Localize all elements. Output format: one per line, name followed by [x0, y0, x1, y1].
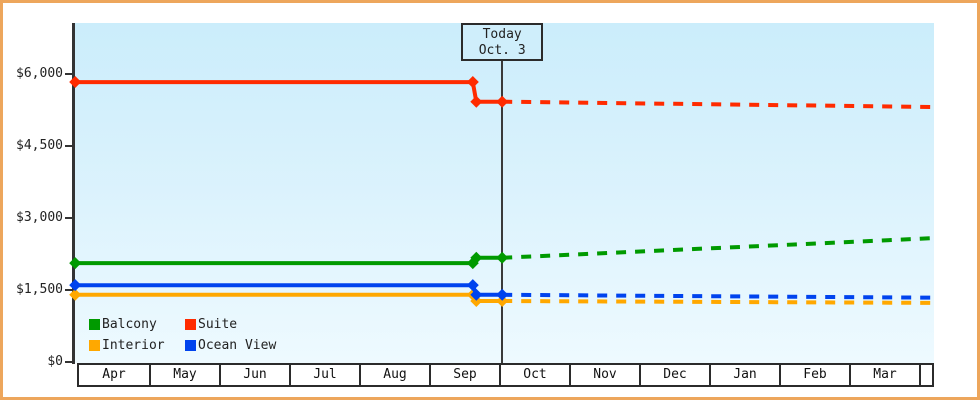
data-point-suite	[496, 95, 509, 108]
data-point-interior	[496, 295, 509, 308]
today-annotation-line1: Today	[482, 27, 522, 42]
month-cell-partial	[919, 365, 932, 385]
month-cell-dec: Dec	[639, 365, 709, 385]
legend-item-interior: Interior	[89, 338, 185, 353]
month-cell-sep: Sep	[429, 365, 499, 385]
y-tick-label: $3,000	[16, 209, 63, 225]
legend-swatch-interior	[89, 340, 100, 351]
today-annotation-box: Today Oct. 3	[461, 23, 544, 61]
today-line	[501, 60, 504, 363]
series-ocean-view	[69, 279, 935, 301]
legend: Balcony Suite Interior Ocean View	[89, 317, 276, 353]
data-point-interior	[470, 295, 483, 308]
legend-swatch-ocean-view	[185, 340, 196, 351]
legend-item-balcony: Balcony	[89, 317, 185, 332]
month-axis: Apr May Jun Jul Aug Sep Oct Nov Dec Jan Feb Mar	[77, 363, 934, 387]
month-cell-mar: Mar	[849, 365, 919, 385]
legend-label-suite: Suite	[198, 317, 238, 332]
legend-label-balcony: Balcony	[102, 317, 157, 332]
data-point-ocean-view	[496, 288, 509, 301]
data-point-balcony	[470, 251, 483, 264]
legend-label-interior: Interior	[102, 338, 165, 353]
y-tick-label: $6,000	[16, 65, 63, 81]
y-tick-mark	[65, 288, 73, 291]
y-tick-mark	[65, 361, 73, 363]
series-projection-interior	[502, 299, 935, 305]
month-cell-jun: Jun	[219, 365, 289, 385]
today-annotation-line2: Oct. 3	[478, 43, 526, 58]
series-history-ocean-view	[75, 283, 503, 297]
plot-area: Balcony Suite Interior Ocean View	[69, 23, 935, 363]
legend-label-ocean-view: Ocean View	[198, 338, 277, 353]
y-tick-label: $4,500	[16, 137, 63, 153]
data-point-interior	[69, 288, 82, 301]
y-tick-label: $0	[47, 354, 63, 369]
data-point-suite	[466, 76, 479, 89]
series-history-interior	[75, 292, 503, 303]
legend-item-suite: Suite	[185, 317, 276, 332]
month-cell-apr: Apr	[79, 365, 149, 385]
y-tick-mark	[65, 72, 73, 75]
series-projection-suite	[502, 99, 935, 109]
data-point-balcony	[496, 251, 509, 264]
data-point-ocean-view	[69, 279, 82, 292]
legend-item-ocean-view: Ocean View	[185, 338, 276, 353]
series-balcony	[69, 236, 935, 270]
series-suite	[69, 76, 935, 109]
month-cell-aug: Aug	[359, 365, 429, 385]
data-point-suite	[69, 76, 82, 89]
month-cell-nov: Nov	[569, 365, 639, 385]
month-cell-oct: Oct	[499, 365, 569, 385]
month-cell-feb: Feb	[779, 365, 849, 385]
series-history-balcony	[75, 255, 503, 266]
data-point-suite	[470, 95, 483, 108]
series-history-suite	[75, 80, 503, 104]
chart-canvas	[69, 76, 935, 308]
month-cell-jan: Jan	[709, 365, 779, 385]
y-axis-line	[72, 23, 75, 364]
legend-swatch-suite	[185, 319, 196, 330]
series-projection-balcony	[502, 236, 935, 260]
y-tick-label: $1,500	[16, 281, 63, 297]
legend-swatch-balcony	[89, 319, 100, 330]
y-tick-mark	[65, 144, 73, 147]
month-cell-may: May	[149, 365, 219, 385]
month-cell-jul: Jul	[289, 365, 359, 385]
data-point-ocean-view	[466, 279, 479, 292]
y-tick-mark	[65, 216, 73, 219]
series-projection-ocean-view	[502, 292, 935, 300]
data-point-balcony	[69, 257, 82, 270]
data-point-ocean-view	[470, 288, 483, 301]
